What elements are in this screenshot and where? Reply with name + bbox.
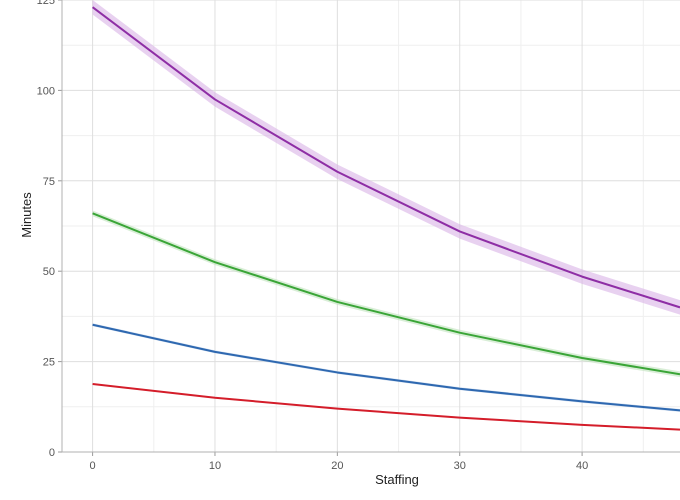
series-2-line bbox=[92, 212, 680, 376]
series-1-line bbox=[91, 6, 680, 309]
y-tick-label: 100 bbox=[37, 85, 55, 97]
series-4-line bbox=[92, 383, 680, 431]
x-tick-label: 30 bbox=[454, 460, 466, 472]
series-2-band bbox=[92, 210, 680, 378]
series-lines bbox=[91, 6, 680, 431]
y-tick-label: 125 bbox=[37, 0, 55, 7]
y-tick-label: 25 bbox=[43, 357, 55, 369]
x-axis-title: Staffing bbox=[375, 472, 419, 487]
x-tick-label: 0 bbox=[90, 460, 96, 472]
x-tick-label: 10 bbox=[209, 460, 221, 472]
y-tick-label: 0 bbox=[49, 447, 55, 459]
axes bbox=[58, 0, 680, 456]
series-1-band bbox=[92, 0, 680, 315]
series-3-band bbox=[92, 323, 680, 412]
x-tick-label: 40 bbox=[576, 460, 588, 472]
series-3-line bbox=[92, 323, 680, 412]
y-tick-label: 50 bbox=[43, 266, 55, 278]
confidence-bands bbox=[92, 0, 680, 431]
grid-minor bbox=[62, 0, 680, 452]
x-tick-label: 20 bbox=[331, 460, 343, 472]
y-tick-label: 75 bbox=[43, 176, 55, 188]
y-axis-title: Minutes bbox=[19, 192, 34, 238]
tick-labels: 0 10 20 30 40 0 25 50 75 100 125 bbox=[37, 0, 589, 472]
